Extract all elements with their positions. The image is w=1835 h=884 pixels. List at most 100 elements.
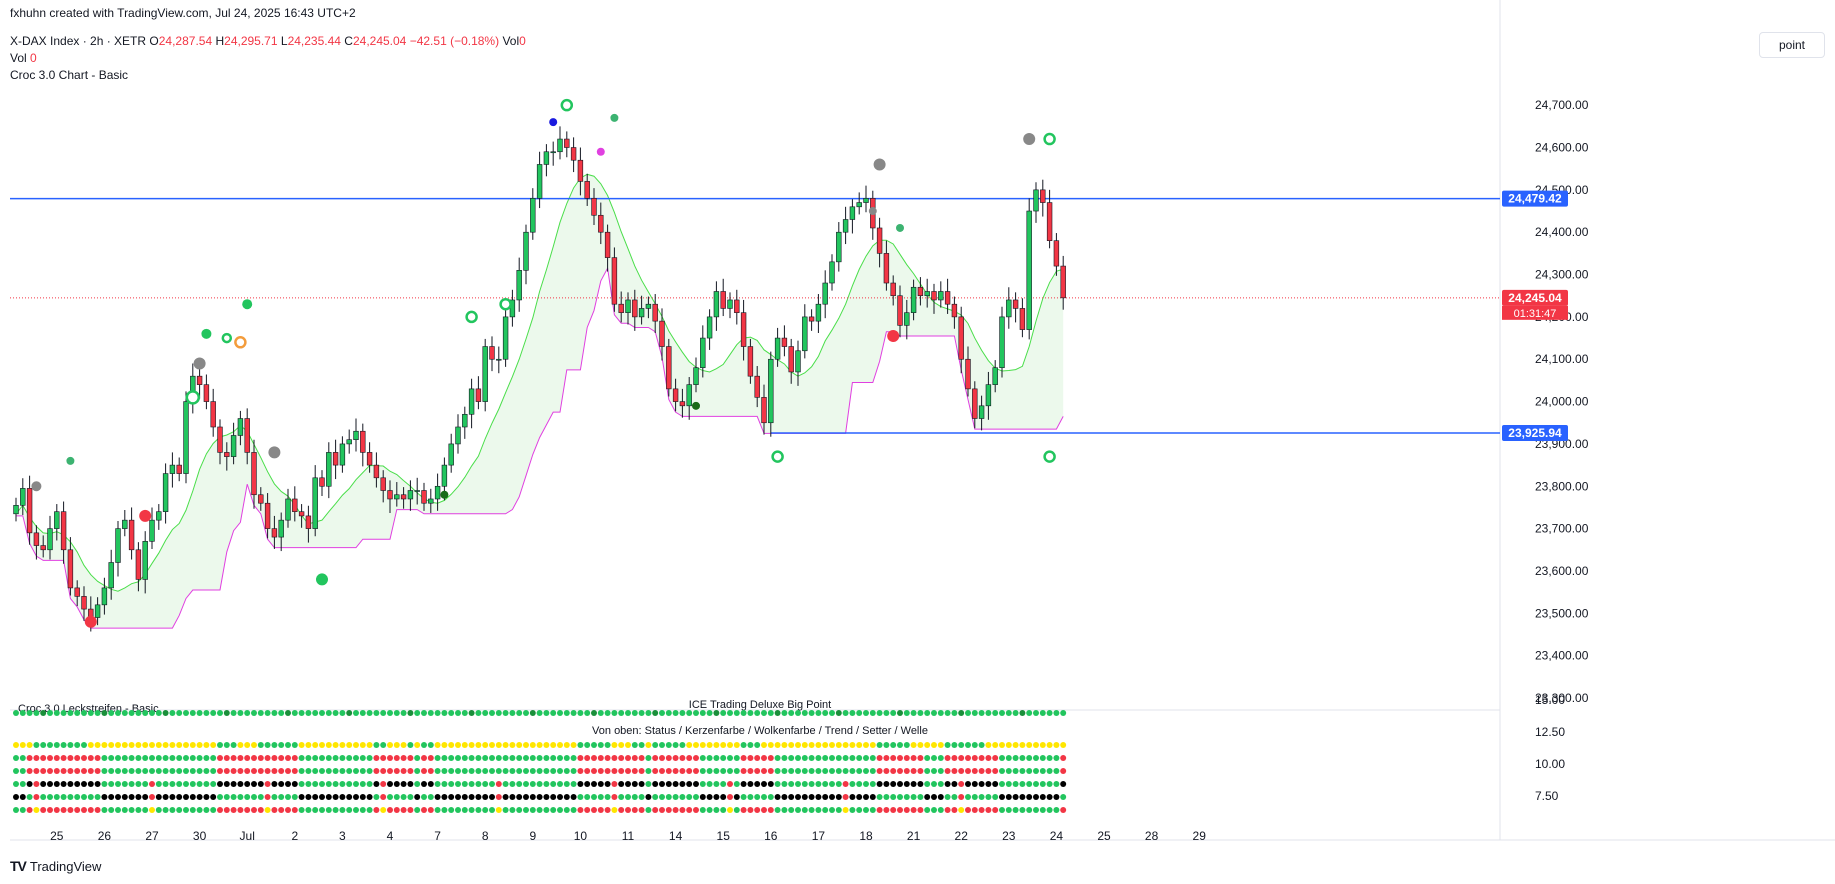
- status-dot: [427, 755, 434, 761]
- status-dot: [740, 807, 747, 813]
- candle-body: [149, 519, 155, 542]
- price-scale-mode-button[interactable]: point: [1759, 32, 1825, 58]
- status-dot: [693, 768, 699, 774]
- status-dot: [257, 781, 264, 787]
- status-dot: [570, 755, 577, 761]
- status-dot: [795, 742, 801, 748]
- status-dot: [108, 768, 115, 774]
- status-dot: [1053, 807, 1060, 813]
- status-dot: [672, 755, 679, 761]
- candle: [128, 507, 135, 560]
- candle-body: [502, 316, 509, 360]
- price-badges: 24,479.42 23,925.94 24,245.04 01:31:47: [1502, 190, 1568, 441]
- signal-dot: [31, 481, 42, 492]
- symbol-name[interactable]: X-DAX Index · 2h · XETR: [10, 34, 147, 48]
- status-dot: [516, 710, 523, 716]
- candle-body: [720, 291, 726, 309]
- status-dot: [910, 781, 917, 787]
- candle: [502, 309, 509, 367]
- status-dot: [108, 710, 115, 716]
- status-dot: [829, 768, 835, 774]
- candle-body: [13, 505, 19, 515]
- candle-body: [387, 490, 393, 500]
- status-dot: [577, 768, 584, 774]
- candle-body: [489, 346, 495, 360]
- candle: [978, 395, 985, 431]
- status-dot: [291, 742, 298, 748]
- price-tick-label: 24,000.00: [1535, 395, 1589, 409]
- candle-body: [632, 299, 638, 318]
- status-dot: [665, 755, 672, 761]
- status-dot: [815, 710, 822, 716]
- status-dot: [359, 742, 366, 748]
- status-dot: [727, 794, 733, 800]
- candles: [13, 126, 1066, 632]
- status-dot: [591, 742, 597, 748]
- status-dot: [591, 807, 597, 813]
- status-dot: [142, 710, 149, 716]
- status-dot: [611, 794, 618, 800]
- status-dot: [924, 794, 931, 800]
- candle-body: [94, 604, 101, 618]
- status-dot: [251, 755, 257, 761]
- status-dot: [101, 807, 108, 813]
- status-dot: [910, 755, 917, 761]
- status-dot: [761, 710, 767, 716]
- status-dot: [346, 710, 353, 716]
- status-dot: [577, 807, 584, 813]
- status-dot: [1053, 710, 1060, 716]
- status-dot: [421, 781, 427, 787]
- status-dot: [509, 742, 516, 748]
- status-dot: [196, 768, 203, 774]
- status-dot: [291, 794, 298, 800]
- status-dot: [910, 710, 917, 716]
- candle: [632, 289, 638, 331]
- status-dot: [373, 807, 380, 813]
- status-dot: [441, 807, 448, 813]
- candle: [910, 279, 917, 321]
- status-dot: [856, 794, 863, 800]
- candle: [468, 378, 475, 429]
- status-dot: [659, 768, 665, 774]
- status-dot: [1026, 710, 1033, 716]
- candle-body: [74, 587, 80, 597]
- status-dot: [529, 710, 536, 716]
- candle-body: [20, 488, 26, 506]
- candle: [305, 505, 312, 543]
- cloud-lower-line: [16, 266, 1064, 629]
- candle: [387, 480, 393, 513]
- status-dot: [686, 794, 693, 800]
- status-dot: [529, 807, 536, 813]
- status-dot: [271, 781, 278, 787]
- volume-legend[interactable]: Vol 0: [10, 51, 37, 65]
- candle: [475, 376, 482, 410]
- status-dot: [448, 794, 455, 800]
- candle-body: [666, 346, 672, 390]
- candle-body: [1006, 299, 1012, 318]
- status-dot: [495, 742, 502, 748]
- status-dot: [339, 755, 346, 761]
- status-dot: [121, 781, 128, 787]
- status-dot: [19, 742, 26, 748]
- status-dot: [1039, 807, 1046, 813]
- status-dot: [563, 710, 570, 716]
- candle: [768, 351, 774, 437]
- status-dot: [495, 794, 502, 800]
- status-dot: [611, 755, 618, 761]
- status-dot: [883, 768, 890, 774]
- status-dot: [380, 768, 387, 774]
- status-dot: [332, 710, 339, 716]
- candle: [523, 224, 529, 285]
- candle-body: [570, 147, 577, 161]
- candle-body: [305, 515, 312, 529]
- status-dot: [985, 710, 992, 716]
- cloud-fill: [16, 174, 1064, 629]
- candle: [1040, 179, 1046, 217]
- indicator-legend[interactable]: Croc 3.0 Chart - Basic: [10, 68, 129, 82]
- status-dot: [332, 742, 339, 748]
- status-dot: [387, 755, 393, 761]
- signal-dot: [1043, 450, 1056, 463]
- status-dot: [305, 794, 312, 800]
- signal-dot: [692, 401, 700, 410]
